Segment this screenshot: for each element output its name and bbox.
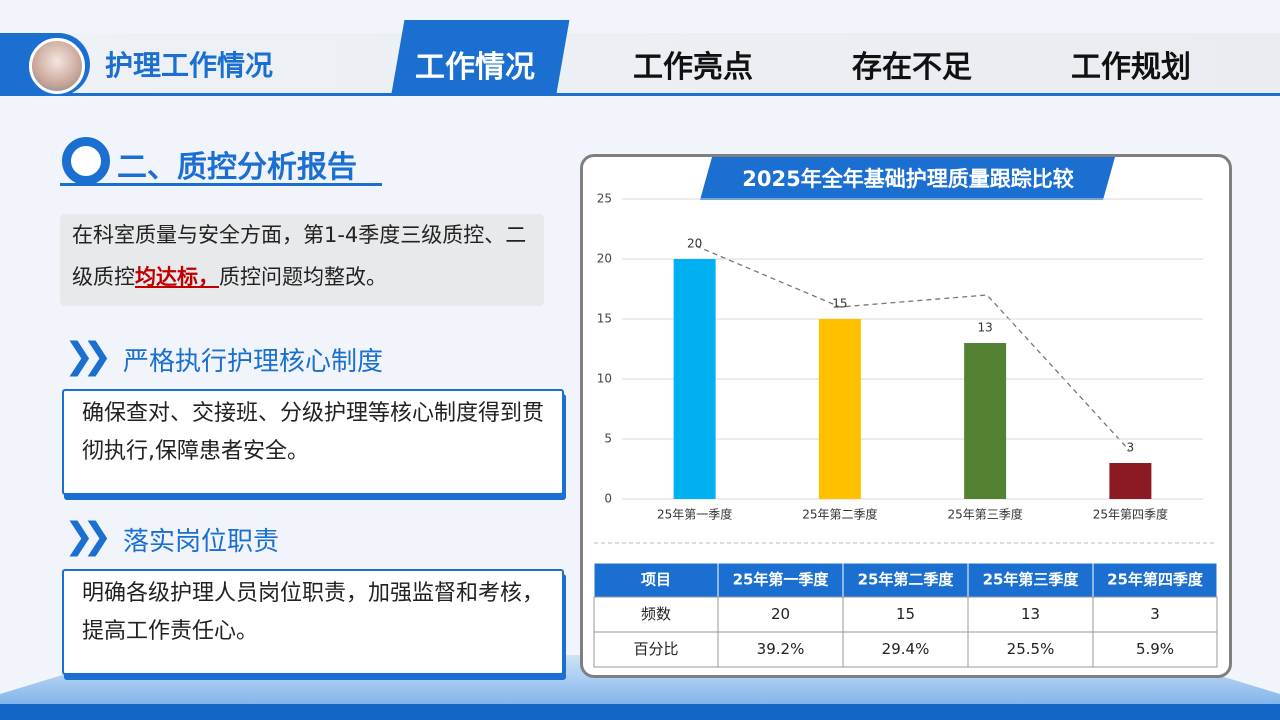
tab[interactable]: 工作规划 [1071,50,1191,85]
summary-text: 在科室质量与安全方面，第1-4季度三级质控、二级质控 [72,223,527,289]
table-header-cell [717,562,844,598]
tab[interactable]: 存在不足 [852,50,972,85]
y-tick-label: 15 [597,312,612,326]
bar [1109,463,1152,499]
header-title: 护理工作情况 [105,49,274,82]
data-label: 15 [832,297,847,311]
table-header-text: 25年第二季度 [858,571,955,589]
subheading: 落实岗位职责 [123,527,280,557]
logo [29,38,85,94]
data-label: 20 [687,237,702,251]
bar [673,259,716,499]
tab[interactable]: 工作亮点 [633,50,753,85]
x-tick-label: 25年第二季度 [802,507,877,522]
chart-title: 2025年全年基础护理质量跟踪比较 [742,167,1073,191]
summary-highlight: 均达标， [135,265,219,289]
data-label: 3 [1127,441,1135,455]
table-text: 频数 [641,605,671,623]
y-tick-label: 10 [597,372,612,386]
table-cell [1092,631,1218,668]
table-text: 百分比 [633,640,678,658]
bottom-band [0,704,1280,720]
item-card: 确保查对、交接班、分级护理等核心制度得到贯彻执行,保障患者安全。 [62,389,564,495]
tab[interactable]: 工作情况 [415,50,535,85]
summary-text: 质控问题均整改。 [219,265,387,289]
top-bar [0,33,1280,96]
item-card: 明确各级护理人员岗位职责，加强监督和考核，提高工作责任心。 [62,569,564,675]
y-tick-label: 5 [604,432,612,446]
section-icon [62,137,110,185]
table-header-text: 25年第三季度 [983,571,1080,589]
table-text: 3 [1150,605,1160,623]
x-tick-label: 25年第四季度 [1093,507,1168,522]
table-text: 5.9% [1136,640,1174,658]
bar [818,319,861,499]
chart-title-banner [700,157,1115,200]
table-text: 29.4% [882,640,930,658]
item-text: 明确各级护理人员岗位职责，加强监督和考核，提高工作责任心。 [82,581,545,644]
table-text: 15 [896,605,915,623]
table-text: 39.2% [757,640,805,658]
trend-decoration [695,245,1130,451]
table-cell [593,631,719,668]
table-cell [717,596,844,633]
table-cell [967,631,1094,668]
table-cell [717,631,844,668]
x-tick-label: 25年第三季度 [947,507,1022,522]
data-label: 13 [977,321,992,335]
table-text: 25.5% [1007,640,1055,658]
x-tick-label: 25年第一季度 [657,507,732,522]
y-tick-label: 0 [604,492,612,506]
table-header-text: 25年第一季度 [733,571,830,589]
section-underline [60,135,382,186]
table-header-text: 25年第四季度 [1107,571,1204,589]
table-cell [967,596,1094,633]
item-text: 确保查对、交接班、分级护理等核心制度得到贯彻执行,保障患者安全。 [82,401,545,464]
table-header-text: 项目 [641,571,671,589]
y-tick-label: 20 [597,252,612,266]
table-text: 20 [771,605,790,623]
y-tick-label: 25 [597,192,612,206]
table-cell [842,631,969,668]
section-title: 二、质控分析报告 [117,150,357,185]
table-text: 13 [1021,605,1040,623]
subheading: 严格执行护理核心制度 [123,347,384,377]
summary-box: 在科室质量与安全方面，第1-4季度三级质控、二级质控均达标，质控问题均整改。 [60,214,544,306]
bar [964,343,1007,499]
table-cell [1092,596,1218,633]
